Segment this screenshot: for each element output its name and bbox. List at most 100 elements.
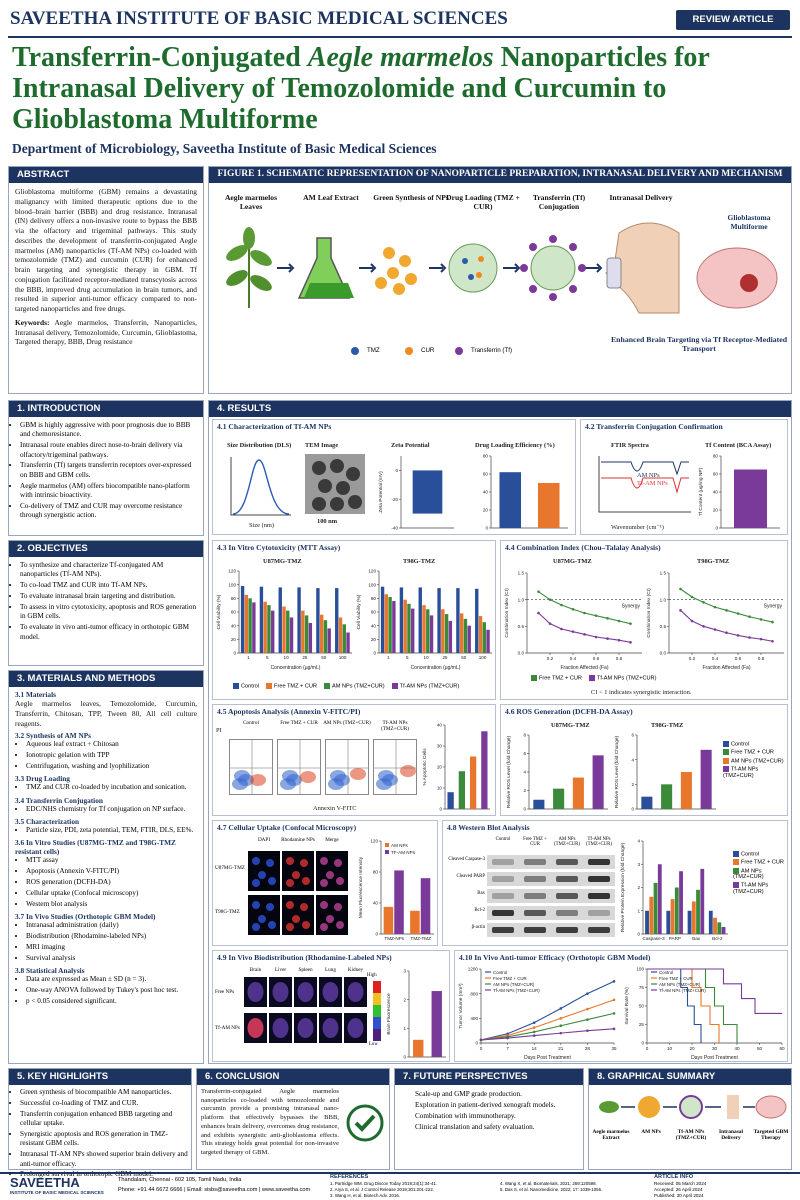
list-item: Particle size, PDI, zeta potential, TEM,… <box>26 826 197 835</box>
arrows <box>277 263 603 273</box>
y-axis-label: % Apoptotic Cells <box>422 748 428 786</box>
point <box>571 630 575 633</box>
bar <box>447 792 454 809</box>
cell <box>266 903 274 911</box>
bar <box>717 922 722 934</box>
point <box>759 637 763 641</box>
bar <box>499 472 522 528</box>
legend-label: Tf-AM NPs (TMZ+CUR) <box>723 766 759 779</box>
y-tick-label: 1.5 <box>518 571 525 576</box>
y-axis-label: Survival Rate (%) <box>624 987 630 1025</box>
info-line: Accepted: 26 April 2024 <box>654 1187 703 1192</box>
bar <box>649 896 654 934</box>
y-tick-label: 0 <box>373 651 376 656</box>
kw-label: Keywords: <box>15 317 50 327</box>
chart-host: 0 20 40 60 80 100 120 Cell Viability (%) Concent… <box>355 567 495 671</box>
method-title: 3.5 Characterization <box>15 817 80 827</box>
x-tick-label: 0.6 <box>593 656 600 661</box>
point <box>532 1021 536 1024</box>
series-line <box>480 999 615 1041</box>
panel: 4.1 Characterization of Tf-AM NPs Size D… <box>212 419 576 535</box>
cell <box>300 859 308 867</box>
legend-swatch <box>588 675 595 681</box>
protein-label: β-actin <box>471 925 485 930</box>
list: Scale-up and GMP grade production. Explor… <box>395 1085 583 1132</box>
x-tick-label: 40 <box>734 1046 740 1051</box>
legend-label: Control <box>493 970 507 975</box>
band <box>588 927 610 933</box>
bar <box>286 610 290 653</box>
row-label: Free NPs <box>215 989 235 995</box>
bar <box>418 587 422 653</box>
organ-label: Lung <box>325 967 336 973</box>
x-tick-label: 0 <box>480 1046 483 1051</box>
organ <box>297 982 314 1002</box>
legend-item: Tf-AM NPs (TMZ+CUR) <box>733 882 789 895</box>
method-list: Data are expressed as Mean ± SD (n = 3).… <box>15 975 197 1006</box>
bar <box>338 617 343 653</box>
method-list: EDC/NHS chemistry for Tf conjugation on … <box>15 805 197 814</box>
list-item: Biodistribution (Rhodamine-labeled NPs) <box>26 932 197 941</box>
chart: 0 2 4 6 Relative ROS Level (fold Change) <box>614 733 716 812</box>
bar <box>380 586 385 653</box>
y-tick-label: 0 <box>475 1041 478 1046</box>
conclusion: 6. CONCLUSION Transferrin-conjugated Aeg… <box>196 1068 390 1170</box>
cell <box>336 921 344 929</box>
y-tick-label: 2 <box>403 997 406 1002</box>
footer: SAVEETHA INSTITUTE OF BASIC MEDICAL SCIE… <box>0 1172 800 1200</box>
list-item: Green synthesis of biocompatible AM nano… <box>20 1088 188 1097</box>
list-item: To evaluate intranasal brain targeting a… <box>20 592 199 601</box>
bar <box>645 910 649 934</box>
contact: Phone: +91 44 6672 6666 | Email: sisbs@s… <box>118 1187 311 1193</box>
legend-item: Tf-AM NPs (TMZ+CUR) <box>723 766 787 779</box>
method-title: 3.2 Synthesis of AM NPs <box>15 731 92 741</box>
results: 4. RESULTS <box>208 400 792 1064</box>
point <box>612 998 616 1002</box>
micrograph <box>316 851 348 891</box>
x-label: Wavenumber (cm⁻¹) <box>611 524 664 531</box>
legend: Free TMZ + CUR Tf-AM NPs (TMZ+CUR) <box>531 675 781 681</box>
lane-label: Free TMZ + CUR <box>523 837 547 847</box>
organ-image <box>269 977 292 1007</box>
point <box>586 1018 589 1021</box>
bar <box>282 606 286 653</box>
list-item: Aegle marmelos (AM) offers biocompatible… <box>20 482 199 501</box>
point <box>548 598 552 601</box>
legend-item: Free TMZ + CUR <box>723 749 787 756</box>
scale-step <box>373 1029 381 1041</box>
list-item: TMZ and CUR co-loaded by incubation and … <box>26 783 197 792</box>
band <box>556 876 578 882</box>
list-item: Successful co-loading of TMZ and CUR. <box>20 1099 188 1108</box>
list-item: Aqueous leaf extract + Chitosan <box>26 740 197 749</box>
scale-step <box>373 981 381 993</box>
sub-title: Zeta Potential <box>391 442 430 449</box>
y-tick-label: -40 <box>391 526 398 531</box>
x-axis-label: Days Post Treatment <box>524 1055 571 1061</box>
bar <box>533 799 545 809</box>
y-tick-label: 60 <box>371 610 377 615</box>
chart-host: 0 2 4 6 Relative ROS Level (fold Change) <box>613 731 719 813</box>
legend-label: Free TMZ + CUR <box>731 749 774 756</box>
y-tick-label: 30 <box>437 744 443 749</box>
y-tick-label: 0.5 <box>518 624 525 629</box>
point <box>532 1030 536 1034</box>
scatter-cloud <box>282 770 298 782</box>
x-tick-label: 28 <box>585 1046 591 1051</box>
bar <box>420 878 431 934</box>
sub-title: TEM Image <box>305 442 339 449</box>
y-tick-label: 4 <box>631 757 634 762</box>
y-tick-label: 0 <box>523 807 526 812</box>
flow-plot <box>373 739 417 795</box>
y-tick-label: 4 <box>637 839 640 844</box>
x-axis-label: Fraction Affected (Fa) <box>561 665 609 671</box>
panel: 4.6 ROS Generation (DCFH-DA Assay) U87MG… <box>500 704 788 816</box>
chart: 0.0 0.5 1.0 1.5 Combination Index (CI) Fracti… <box>504 571 642 671</box>
brain-icon <box>696 247 778 309</box>
cell <box>320 857 328 865</box>
sub-title: Drug Loading Efficiency (%) <box>475 442 555 449</box>
bar <box>240 586 245 653</box>
panel-title: 4.6 ROS Generation (DCFH-DA Assay) <box>505 707 633 716</box>
bar <box>696 889 700 934</box>
cell <box>320 879 328 887</box>
bar <box>670 899 675 934</box>
